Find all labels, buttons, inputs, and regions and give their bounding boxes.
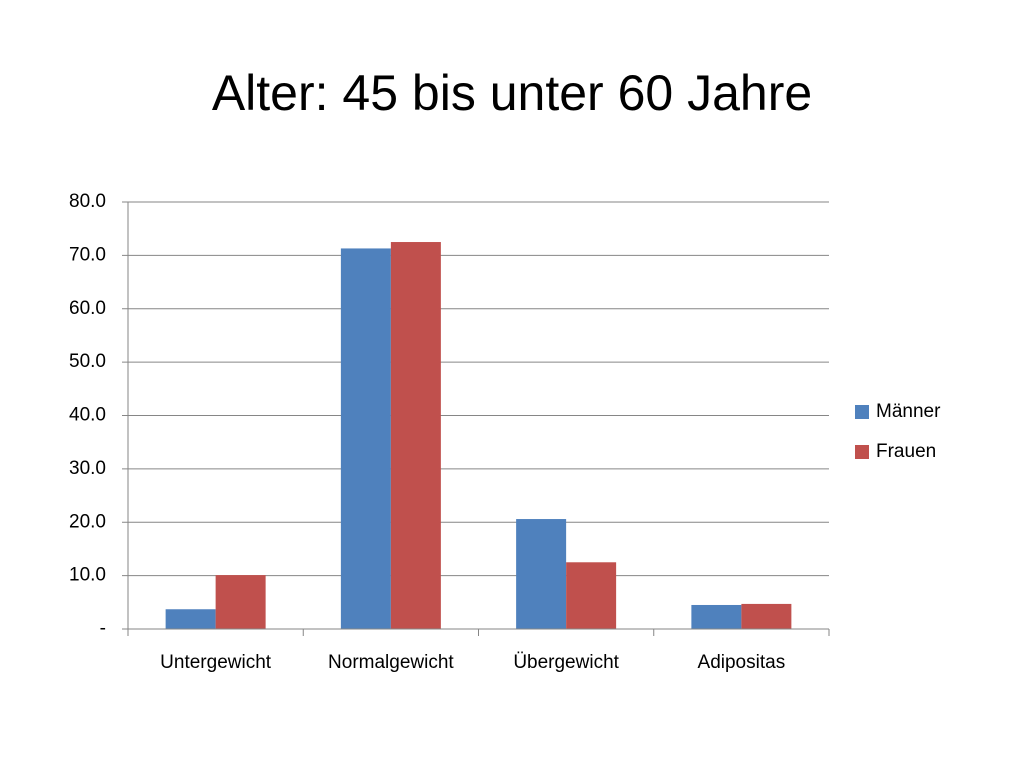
y-tick-label: 10.0 bbox=[69, 565, 106, 586]
y-tick-label: 50.0 bbox=[69, 351, 106, 372]
bar bbox=[566, 562, 617, 629]
x-tick-label: Normalgewicht bbox=[328, 652, 454, 673]
x-tick-label: Übergewicht bbox=[513, 652, 619, 673]
bar bbox=[340, 248, 391, 629]
bar bbox=[516, 519, 567, 629]
y-tick-label: 40.0 bbox=[69, 405, 106, 426]
y-tick-label: 80.0 bbox=[69, 191, 106, 212]
bar bbox=[215, 575, 266, 629]
legend-swatch bbox=[855, 445, 869, 459]
chart-title: Alter: 45 bis unter 60 Jahre bbox=[212, 65, 812, 121]
legend-label: Frauen bbox=[876, 441, 936, 462]
y-tick-label: - bbox=[100, 618, 106, 639]
legend-swatch bbox=[855, 405, 869, 419]
y-tick-label: 20.0 bbox=[69, 511, 106, 532]
bar bbox=[165, 609, 216, 629]
bar bbox=[390, 242, 441, 629]
bar bbox=[691, 604, 742, 629]
x-tick-label: Adipositas bbox=[698, 652, 786, 673]
legend-label: Männer bbox=[876, 401, 941, 422]
x-tick-label: Untergewicht bbox=[160, 652, 272, 673]
bar bbox=[741, 603, 792, 629]
y-tick-label: 60.0 bbox=[69, 298, 106, 319]
y-tick-label: 70.0 bbox=[69, 244, 106, 265]
y-tick-label: 30.0 bbox=[69, 458, 106, 479]
